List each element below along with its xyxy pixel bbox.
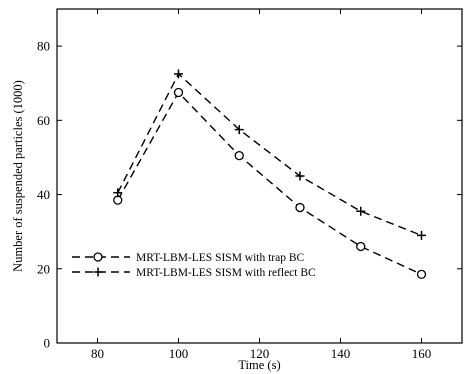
data-point-plus [295, 171, 305, 181]
data-point-plus [356, 206, 366, 216]
y-axis-label: Number of suspended particles (1000) [11, 80, 25, 272]
y-tick-label: 80 [37, 39, 50, 54]
data-point-circle [113, 195, 123, 205]
data-point-plus [113, 188, 123, 198]
data-point-circle [173, 87, 184, 98]
y-tick-label: 60 [37, 113, 50, 128]
series-line-1 [117, 91, 422, 275]
data-point-circle [93, 252, 103, 262]
data-point-circle [234, 150, 244, 161]
y-tick-label: 0 [44, 336, 51, 351]
series-line-2 [117, 72, 422, 237]
x-tick-label: 100 [169, 346, 189, 361]
legend-label: MRT-LBM-LES SISM with reflect BC [136, 267, 316, 279]
x-tick-label: 120 [250, 346, 270, 361]
data-point-circle [295, 202, 305, 213]
data-point-plus [417, 230, 426, 240]
data-point-plus [174, 69, 183, 79]
x-tick-label: 140 [331, 346, 351, 361]
plot-frame [56, 8, 463, 344]
x-axis-label: Time (s) [238, 358, 280, 372]
legend: MRT-LBM-LES SISM with trap BC MRT-LBM-LES… [72, 252, 316, 279]
legend-label: MRT-LBM-LES SISM with trap BC [136, 252, 305, 264]
y-tick-label: 20 [37, 261, 50, 276]
series-layer [113, 69, 427, 279]
x-tick-label: 80 [91, 346, 104, 361]
data-point-plus [234, 125, 244, 135]
x-tick-label: 160 [412, 346, 432, 361]
data-point-circle [356, 241, 366, 252]
y-tick-label: 40 [37, 187, 50, 202]
data-point-circle [416, 269, 427, 279]
ticks-layer: 80 100 120 140 160 0 20 40 60 80 [37, 9, 462, 361]
data-point-plus [93, 267, 103, 277]
